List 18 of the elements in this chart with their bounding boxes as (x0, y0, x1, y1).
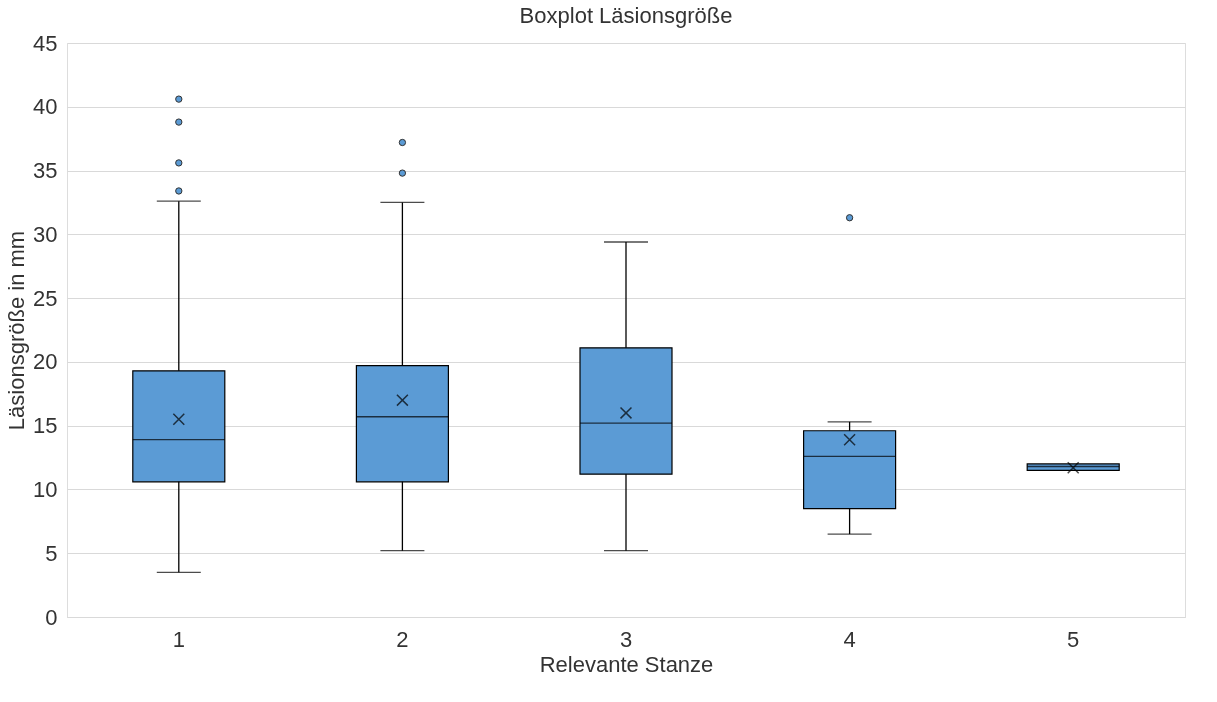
x-tick-label: 5 (1067, 626, 1080, 652)
y-tick-label: 0 (45, 604, 58, 630)
y-axis-title: Läsionsgröße in mm (4, 230, 30, 431)
y-tick-label: 20 (33, 349, 58, 375)
y-tick-label: 35 (33, 158, 58, 184)
x-tick-label: 3 (619, 626, 633, 652)
x-tick-label: 2 (396, 626, 409, 652)
chart-title: Boxplot Läsionsgröße (519, 3, 733, 28)
x-axis-title: Relevante Stanze (539, 651, 714, 677)
y-tick-label: 40 (33, 94, 58, 120)
y-tick-label: 10 (33, 476, 58, 502)
y-tick-label: 5 (45, 540, 58, 566)
y-tick-label: 25 (33, 285, 58, 311)
x-tick-label: 1 (172, 626, 185, 652)
y-tick-label: 45 (33, 30, 58, 56)
x-tick-label: 4 (843, 626, 856, 652)
y-tick-label: 30 (33, 221, 58, 247)
y-tick-label: 15 (33, 413, 58, 439)
